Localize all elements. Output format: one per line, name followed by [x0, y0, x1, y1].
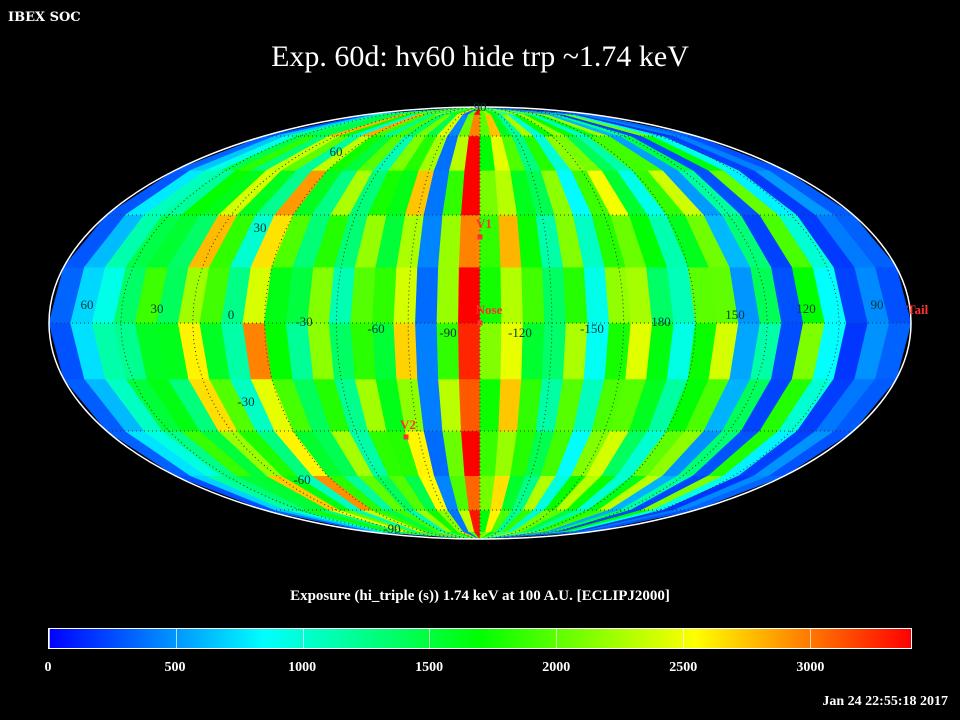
colorbar-title: Exposure (hi_triple (s)) 1.74 keV at 100… — [290, 588, 670, 604]
latitude-label: 30 — [254, 220, 267, 235]
latitude-label: 60 — [330, 144, 343, 159]
longitude-label: 90 — [871, 297, 884, 312]
meridian-line — [479, 107, 553, 539]
longitude-label: 60 — [81, 297, 94, 312]
longitude-label: -150 — [580, 321, 604, 336]
longitude-label: -120 — [508, 325, 532, 340]
longitude-label: -90 — [439, 325, 456, 340]
exposure-cell — [542, 322, 567, 380]
exposure-cell — [415, 322, 439, 380]
colorbar-tick-label: 0 — [44, 660, 52, 675]
marker-dot-v2 — [403, 434, 409, 440]
meridian-line — [263, 107, 481, 539]
colorbar-tick-label: 2500 — [669, 660, 698, 675]
marker-label-tail: Tail — [907, 302, 929, 317]
meridian-line — [407, 107, 481, 539]
marker-dot-nose — [477, 320, 483, 326]
colorbar-tick-label: 3000 — [796, 660, 825, 675]
marker-label-v2: V2 — [400, 417, 416, 432]
longitude-label: -60 — [367, 321, 384, 336]
map-outline — [48, 106, 912, 540]
longitude-label: 180 — [651, 314, 671, 329]
longitude-label: 0 — [228, 307, 235, 322]
exposure-cell — [415, 266, 439, 324]
colorbar-tick-label: 2000 — [542, 660, 571, 675]
latitude-label: -60 — [293, 472, 310, 487]
colorbar-tick-mark — [175, 629, 177, 648]
timestamp: Jan 24 22:55:18 2017 — [822, 694, 948, 709]
exposure-cell — [438, 378, 462, 432]
latitude-label: 90 — [474, 99, 487, 114]
marker-label-v1: V1 — [476, 216, 492, 231]
organization-label: IBEX SOC — [8, 10, 81, 25]
exposure-cell — [479, 378, 502, 432]
colorbar-tick-mark — [302, 629, 304, 648]
exposure-cell — [458, 378, 481, 432]
exposure-cell — [562, 266, 589, 324]
exposure-cell — [350, 266, 377, 324]
longitude-label: 120 — [796, 301, 816, 316]
exposure-cell — [460, 170, 481, 216]
exposure-cell — [371, 266, 398, 324]
colorbar-tick-mark — [682, 629, 684, 648]
chart-title: Exp. 60d: hv60 hide trp ~1.74 keV — [271, 40, 689, 73]
colorbar — [48, 628, 912, 649]
longitude-label: -30 — [295, 314, 312, 329]
exposure-cell — [393, 322, 418, 380]
colorbar-tick-mark — [49, 629, 50, 648]
exposure-cell — [521, 266, 545, 324]
colorbar-tick-label: 1000 — [288, 660, 317, 675]
colorbar-tick-mark — [809, 629, 811, 648]
exposure-cell — [393, 266, 418, 324]
colorbar-tick-mark — [556, 629, 558, 648]
latitude-label: -30 — [237, 394, 254, 409]
longitude-label: 30 — [151, 301, 164, 316]
exposure-cell — [875, 322, 911, 380]
exposure-cell — [479, 322, 502, 380]
exposure-cell — [438, 214, 462, 268]
exposure-cell — [500, 266, 524, 324]
meridian-line — [479, 107, 697, 539]
longitude-label: 150 — [725, 307, 745, 322]
latitude-label: -90 — [383, 521, 400, 536]
colorbar-tick-label: 1500 — [415, 660, 444, 675]
marker-dot-v1 — [477, 234, 483, 240]
exposure-cell — [460, 430, 481, 477]
exposure-cell — [458, 322, 481, 380]
exposure-cell — [436, 266, 460, 324]
colorbar-tick-mark — [429, 629, 431, 648]
marker-label-nose: Nose — [476, 302, 503, 317]
exposure-cell — [542, 266, 567, 324]
colorbar-tick-label: 500 — [164, 660, 186, 675]
